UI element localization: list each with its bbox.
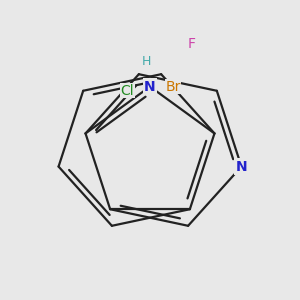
Text: F: F xyxy=(188,37,195,51)
Text: Cl: Cl xyxy=(120,84,134,98)
Text: H: H xyxy=(141,55,151,68)
Text: N: N xyxy=(144,80,156,94)
Text: Br: Br xyxy=(165,80,181,94)
Text: N: N xyxy=(236,160,247,174)
